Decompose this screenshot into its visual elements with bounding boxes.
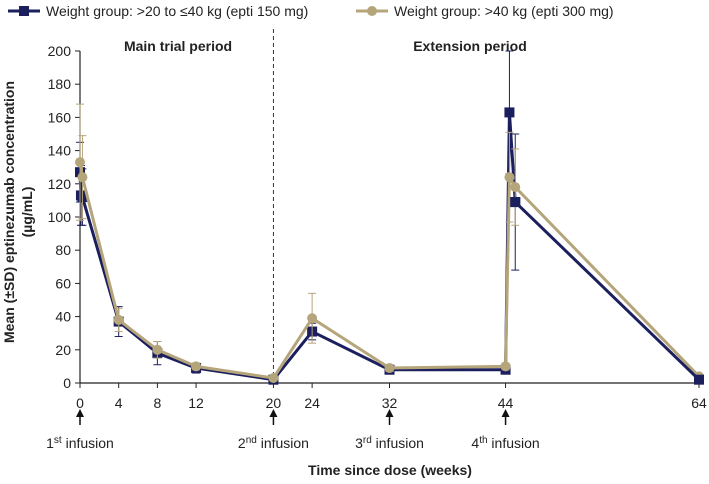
legend: Weight group: >20 to ≤40 kg (epti 150 mg…: [8, 3, 614, 19]
data-point-circle: [77, 172, 88, 183]
y-tick-label: 160: [48, 109, 72, 125]
series-line: [78, 161, 701, 380]
y-tick-label: 60: [55, 275, 71, 291]
data-point-square: [510, 197, 521, 208]
x-tick-label: 44: [498, 395, 514, 411]
series-1: [75, 103, 704, 384]
y-tick-label: 0: [63, 375, 71, 391]
data-point-circle: [307, 313, 318, 324]
legend-square-icon: [19, 6, 29, 16]
extension-period-label: Extension period: [413, 38, 527, 54]
up-arrow-icon: [269, 409, 278, 417]
x-tick-label: 20: [266, 395, 282, 411]
legend-item-300mg[interactable]: Weight group: >40 kg (epti 300 mg): [356, 3, 614, 19]
data-point-circle: [191, 361, 202, 372]
y-axis-title-line1: Mean (±SD) eptinezumab concentration: [1, 81, 17, 343]
legend-label-150mg: Weight group: >20 to ≤40 kg (epti 150 mg…: [46, 3, 308, 19]
y-axis-title-line2: (µg/mL): [19, 187, 35, 238]
y-tick-label: 200: [48, 43, 72, 59]
legend-item-150mg[interactable]: Weight group: >20 to ≤40 kg (epti 150 mg…: [8, 3, 308, 19]
x-tick-label: 24: [304, 395, 320, 411]
main-trial-period-label: Main trial period: [124, 38, 232, 54]
infusion-label-4: 4th infusion: [471, 435, 539, 452]
data-point-circle: [268, 373, 279, 384]
infusion-label-1: 1st infusion: [46, 435, 114, 452]
y-tick-label: 40: [55, 309, 71, 325]
infusion-label-3: 3rd infusion: [355, 435, 424, 452]
data-point-circle: [152, 344, 163, 355]
x-tick-label: 4: [115, 395, 123, 411]
plot-area: 0 20 40 60 80 100 120 140 160 180 200 0 4 8 12 20 24 32 44…: [46, 29, 707, 451]
x-axis-title: Time since dose (weeks): [308, 462, 472, 478]
legend-circle-icon: [367, 6, 377, 16]
series-2: [510, 197, 704, 385]
y-tick-label: 80: [55, 242, 71, 258]
x-tick-label: 0: [76, 395, 84, 411]
y-tick-label: 140: [48, 143, 72, 159]
up-arrow-icon: [76, 409, 84, 417]
y-tick-label: 100: [48, 209, 72, 225]
y-tick-label: 20: [55, 342, 71, 358]
data-point-circle: [500, 361, 511, 372]
x-tick-label: 12: [188, 395, 204, 411]
data-point-circle: [504, 172, 515, 183]
data-point-circle: [113, 314, 124, 325]
legend-label-300mg: Weight group: >40 kg (epti 300 mg): [394, 3, 614, 19]
x-tick-label: 64: [691, 395, 707, 411]
data-point-circle: [510, 182, 521, 193]
x-tick-label: 8: [153, 395, 161, 411]
up-arrow-icon: [501, 409, 510, 417]
up-arrow-icon: [385, 409, 394, 417]
data-point-square: [694, 374, 704, 385]
y-tick-label: 180: [48, 76, 72, 92]
data-point-square: [504, 107, 515, 118]
data-point-circle: [75, 157, 85, 168]
series-line: [514, 200, 701, 381]
series-0: [75, 50, 521, 385]
infusion-label-2: 2nd infusion: [238, 435, 309, 452]
x-tick-label: 32: [382, 395, 398, 411]
data-point-circle: [384, 363, 395, 374]
y-tick-label: 120: [48, 176, 72, 192]
